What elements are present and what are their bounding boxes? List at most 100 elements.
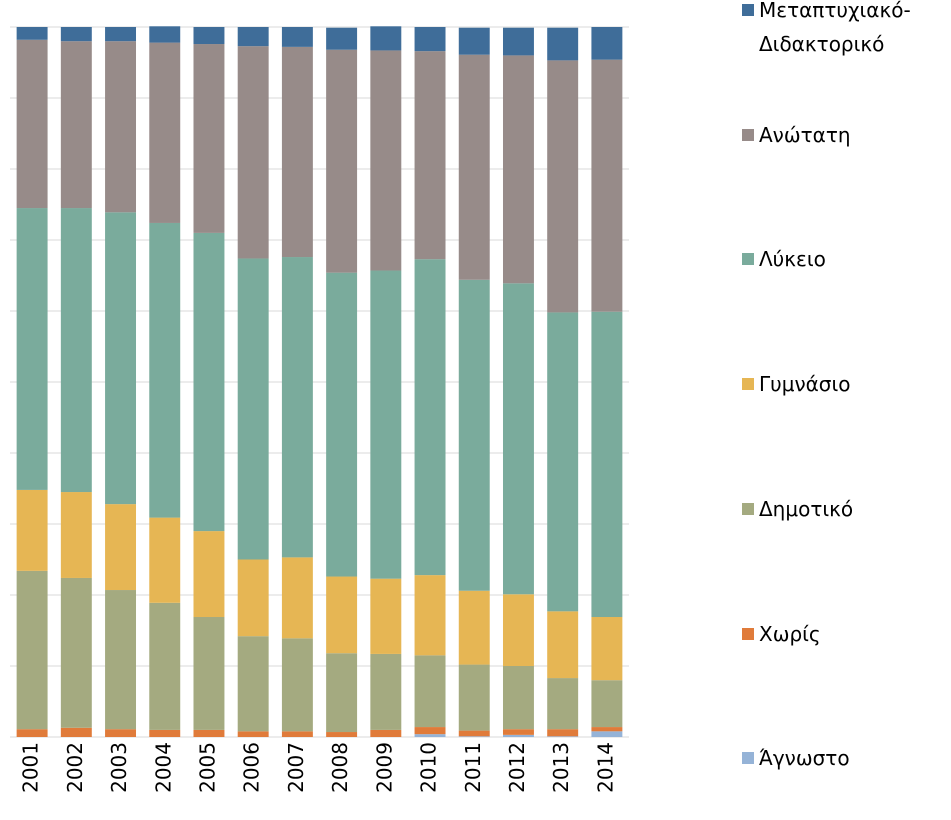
x-tick-label: 2002 bbox=[63, 742, 87, 793]
bar-segment bbox=[149, 729, 181, 737]
legend-label: Ανώτατη bbox=[759, 122, 851, 147]
bar-segment bbox=[193, 232, 225, 532]
legend-label: Μεταπτυχιακό-Διδακτορικό bbox=[759, 0, 911, 56]
bar-segment bbox=[16, 729, 48, 737]
bar-segment bbox=[591, 311, 623, 618]
bar-segment bbox=[149, 222, 181, 518]
bar-segment bbox=[370, 270, 402, 579]
bar-segment bbox=[547, 736, 579, 737]
legend-item: Μεταπτυχιακό-Διδακτορικό bbox=[742, 0, 942, 61]
bar-segment bbox=[281, 638, 313, 732]
bar-segment bbox=[502, 594, 534, 666]
x-tick-label: 2010 bbox=[417, 742, 441, 793]
bar-segment bbox=[591, 680, 623, 728]
bar-segment bbox=[547, 312, 579, 612]
bar-segment bbox=[237, 559, 269, 637]
bar-segment bbox=[547, 60, 579, 313]
legend-swatch bbox=[742, 627, 754, 640]
bar-segment bbox=[591, 731, 623, 737]
x-tick-label: 2011 bbox=[461, 742, 485, 793]
bar-segment bbox=[105, 590, 137, 730]
bar-segment bbox=[60, 577, 92, 728]
bar-segment bbox=[105, 27, 137, 42]
bar-segment bbox=[105, 729, 137, 737]
legend-label: Γυμνάσιο bbox=[759, 372, 851, 397]
bar-segment bbox=[149, 26, 181, 43]
x-tick-label: 2004 bbox=[151, 742, 175, 793]
x-tick-label: 2013 bbox=[549, 742, 573, 793]
bar-segment bbox=[458, 736, 490, 737]
bar-segment bbox=[591, 59, 623, 312]
bar-segment bbox=[237, 258, 269, 560]
bar-segment bbox=[16, 39, 48, 209]
legend-swatch bbox=[742, 128, 754, 141]
bar-segment bbox=[281, 257, 313, 558]
bar-segment bbox=[326, 272, 358, 577]
legend-item: Δημοτικό bbox=[742, 492, 942, 526]
bar-segment bbox=[547, 729, 579, 737]
legend-swatch bbox=[742, 502, 754, 515]
bar-segment bbox=[547, 27, 579, 61]
bar-segment bbox=[281, 731, 313, 737]
legend-swatch bbox=[742, 752, 754, 765]
x-tick-label: 2003 bbox=[107, 742, 131, 793]
bar-segment bbox=[414, 575, 446, 656]
bar-segment bbox=[237, 636, 269, 732]
bar-segment bbox=[16, 570, 48, 730]
bar-segment bbox=[414, 727, 446, 735]
legend-label: Λύκειο bbox=[759, 247, 826, 272]
legend-label: Χωρίς bbox=[759, 621, 821, 646]
legend-item: Γυμνάσιο bbox=[742, 367, 942, 401]
bar-segment bbox=[502, 283, 534, 595]
legend-swatch bbox=[742, 378, 754, 391]
bar-segment bbox=[193, 531, 225, 618]
bar-segment bbox=[281, 27, 313, 47]
bar-segment bbox=[458, 27, 490, 55]
bar-segment bbox=[281, 46, 313, 258]
x-tick-label: 2007 bbox=[284, 742, 308, 793]
bar-segment bbox=[60, 727, 92, 737]
bar-segment bbox=[326, 27, 358, 50]
bar-segment bbox=[414, 259, 446, 576]
bar-segment bbox=[16, 489, 48, 571]
x-tick-label: 2001 bbox=[19, 742, 43, 793]
bar-segment bbox=[414, 27, 446, 52]
legend-label: Δημοτικό bbox=[759, 496, 854, 521]
bar-segment bbox=[458, 730, 490, 737]
bar-segment bbox=[591, 617, 623, 681]
bar-segment bbox=[547, 611, 579, 679]
bar-segment bbox=[281, 557, 313, 639]
bar-segment bbox=[547, 678, 579, 730]
bar-segment bbox=[370, 729, 402, 737]
bar-segment bbox=[149, 42, 181, 223]
bar-segment bbox=[149, 517, 181, 603]
x-tick-label: 2009 bbox=[372, 742, 396, 793]
x-tick-label: 2014 bbox=[593, 742, 617, 793]
x-tick-label: 2012 bbox=[505, 742, 529, 793]
legend-item: Χωρίς bbox=[742, 617, 942, 651]
bar-segment bbox=[458, 664, 490, 731]
bar-segment bbox=[458, 590, 490, 665]
bar-segment bbox=[60, 41, 92, 209]
bar-segment bbox=[591, 27, 623, 60]
bar-segment bbox=[370, 578, 402, 654]
legend: Άγνωστο Χωρίς Δημοτικό Γυμνάσιο Λύκειο Ανώτατ… bbox=[742, 0, 942, 820]
bar-segment bbox=[16, 27, 48, 40]
bar-segment bbox=[105, 504, 137, 591]
bar-segment bbox=[60, 27, 92, 42]
bar-segment bbox=[326, 49, 358, 273]
x-tick-label: 2006 bbox=[240, 742, 264, 793]
x-tick-label: 2008 bbox=[328, 742, 352, 793]
bar-segment bbox=[326, 576, 358, 654]
bar-segment bbox=[502, 734, 534, 737]
bar-segment bbox=[326, 653, 358, 733]
legend-item: Λύκειο bbox=[742, 242, 942, 276]
bar-segment bbox=[591, 727, 623, 732]
bar-segment bbox=[237, 46, 269, 259]
bar-segment bbox=[193, 617, 225, 730]
bar-segment bbox=[502, 729, 534, 735]
legend-swatch bbox=[742, 4, 754, 16]
bar-segment bbox=[105, 212, 137, 505]
bar-segment bbox=[370, 50, 402, 271]
